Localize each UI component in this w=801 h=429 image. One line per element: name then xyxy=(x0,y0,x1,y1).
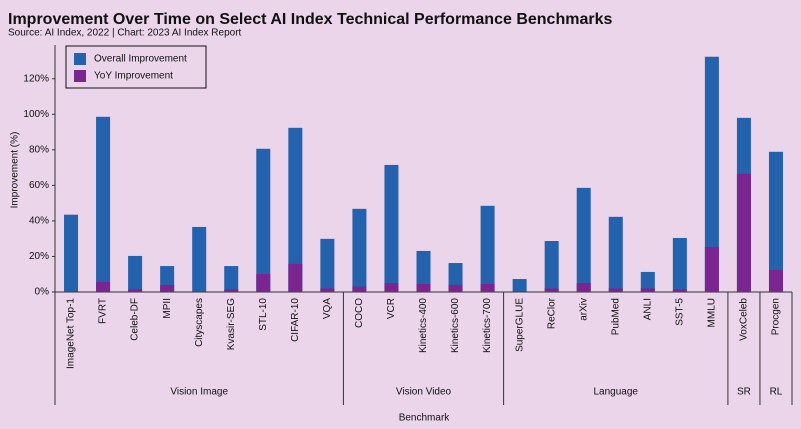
y-tick-label: 120% xyxy=(23,73,49,84)
bar xyxy=(320,288,335,292)
y-axis-label: Improvement (%) xyxy=(10,132,21,209)
bar xyxy=(64,291,79,292)
bar xyxy=(736,173,751,292)
bar xyxy=(480,205,495,292)
group-label: Vision Video xyxy=(396,387,452,398)
x-axis-label: Benchmark xyxy=(399,413,451,424)
y-tick-label: 100% xyxy=(23,109,49,120)
x-tick-label: VQA xyxy=(322,298,333,319)
bar xyxy=(768,269,783,292)
bar xyxy=(672,289,687,292)
bar xyxy=(128,255,143,292)
bar xyxy=(480,284,495,292)
x-tick-label: Kinetics-600 xyxy=(450,298,461,353)
x-tick-label: SST-5 xyxy=(674,298,685,326)
bar xyxy=(320,238,335,292)
bar xyxy=(224,266,239,292)
bar xyxy=(704,56,719,292)
group-label: Language xyxy=(594,387,639,398)
bar xyxy=(544,288,559,292)
y-tick-label: 60% xyxy=(29,180,49,191)
x-tick-label: Procgen xyxy=(771,298,782,335)
x-tick-label: MMLU xyxy=(707,298,718,327)
bar xyxy=(640,271,655,292)
bar xyxy=(704,246,719,292)
group-label: Vision Image xyxy=(170,387,228,398)
group-label: RL xyxy=(770,387,783,398)
bar xyxy=(64,214,79,292)
bar xyxy=(256,148,271,292)
bar xyxy=(448,284,463,292)
legend-box xyxy=(65,45,207,89)
bar xyxy=(448,263,463,292)
y-tick-label: 80% xyxy=(29,144,49,155)
bar xyxy=(384,164,399,292)
x-tick-label: VCR xyxy=(386,298,397,319)
bar xyxy=(128,289,143,292)
x-tick-label: Kinetics-400 xyxy=(418,298,429,353)
bar xyxy=(768,151,783,292)
bar xyxy=(288,263,303,292)
x-tick-label: VoxCeleb xyxy=(739,298,750,341)
bar xyxy=(352,286,367,292)
chart-subtitle: Source: AI Index, 2022 | Chart: 2023 AI … xyxy=(8,28,242,39)
x-tick-label: MPII xyxy=(162,298,173,319)
legend-swatch xyxy=(74,53,86,65)
bar xyxy=(576,283,591,292)
bar xyxy=(288,127,303,293)
legend-label: Overall Improvement xyxy=(94,54,187,65)
x-tick-label: SuperGLUE xyxy=(514,298,525,352)
bar xyxy=(96,282,111,292)
x-tick-label: PubMed xyxy=(610,298,621,335)
bar xyxy=(544,241,559,292)
y-tick-label: 0% xyxy=(35,287,50,298)
chart-title: Improvement Over Time on Select AI Index… xyxy=(8,11,612,28)
bar xyxy=(192,291,207,292)
bar xyxy=(416,250,431,292)
bar xyxy=(416,284,431,292)
x-tick-label: STL-10 xyxy=(258,298,269,331)
group-label: SR xyxy=(737,387,751,398)
x-tick-label: Kinetics-700 xyxy=(482,298,493,353)
bar xyxy=(608,288,623,292)
legend-label: YoY Improvement xyxy=(94,71,173,82)
bar xyxy=(640,288,655,292)
bar xyxy=(352,208,367,292)
x-tick-label: CIFAR-10 xyxy=(290,298,301,342)
bar xyxy=(224,289,239,292)
x-tick-label: Kvasir-SEG xyxy=(226,298,237,350)
x-tick-label: arXiv xyxy=(578,298,589,321)
x-tick-label: Cityscapes xyxy=(194,298,205,347)
bar xyxy=(192,226,207,292)
bar xyxy=(256,274,271,292)
y-tick-label: 20% xyxy=(29,251,49,262)
bar xyxy=(512,279,527,292)
x-tick-label: FVRT xyxy=(98,298,109,324)
x-tick-label: ImageNet Top-1 xyxy=(66,298,77,369)
y-tick-label: 40% xyxy=(29,216,49,227)
x-tick-label: ANLI xyxy=(642,298,653,320)
x-tick-label: ReClor xyxy=(546,297,557,329)
bar xyxy=(672,237,687,292)
bar xyxy=(384,283,399,292)
bar xyxy=(160,284,175,292)
x-tick-label: COCO xyxy=(354,298,365,328)
bar xyxy=(576,187,591,292)
x-tick-label: Celeb-DF xyxy=(130,298,141,341)
legend-swatch xyxy=(74,70,86,82)
bar xyxy=(608,216,623,292)
bar xyxy=(96,116,111,293)
bar xyxy=(512,291,527,292)
